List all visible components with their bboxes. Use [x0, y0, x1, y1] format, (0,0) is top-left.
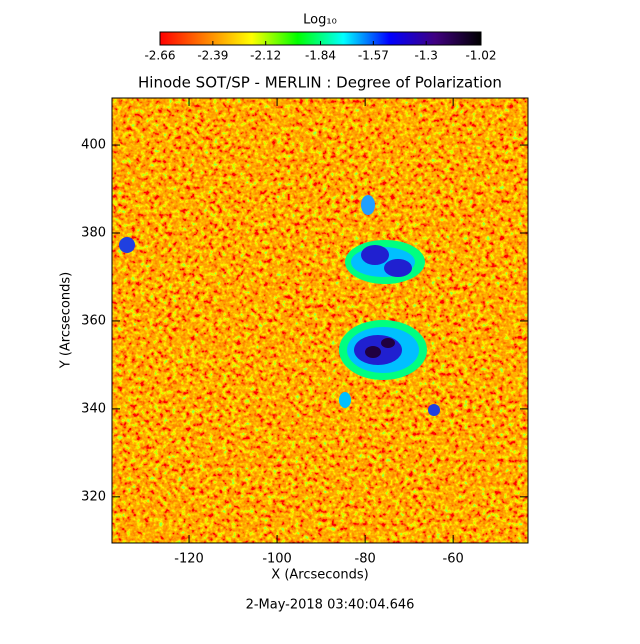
colorbar: -2.66 -2.39 -2.12 -1.84 -1.57 -1.3 -1.02	[144, 31, 497, 63]
y-tick-label: 320	[81, 489, 106, 504]
y-tick-label: 380	[81, 225, 106, 240]
colorbar-tick-label: -2.39	[197, 49, 228, 63]
colorbar-label: Log₁₀	[303, 13, 337, 28]
x-tick-label: -60	[443, 552, 464, 567]
y-tick-label: 400	[81, 138, 106, 153]
colorbar-tick-label: -2.12	[250, 49, 281, 63]
colorbar-tick-label: -1.57	[358, 49, 389, 63]
polarization-features	[119, 195, 440, 416]
y-tick-label: 340	[81, 401, 106, 416]
image-field	[112, 98, 528, 543]
colorbar-tick-label: -2.66	[144, 49, 175, 63]
texture	[112, 98, 528, 543]
y-tick-label: 360	[81, 313, 106, 328]
x-tick-label: -80	[355, 552, 376, 567]
x-axis-label: X (Arcseconds)	[271, 568, 368, 583]
x-tick-label: -120	[174, 552, 204, 567]
footer-timestamp: 2-May-2018 03:40:04.646	[246, 598, 415, 613]
colorbar-tick-label: -1.84	[305, 49, 336, 63]
y-axis-label: Y (Arcseconds)	[59, 272, 74, 369]
colorbar-tick-label: -1.02	[465, 49, 496, 63]
colorbar-tick-label: -1.3	[414, 49, 437, 63]
chart-title: Hinode SOT/SP - MERLIN : Degree of Polar…	[138, 74, 502, 92]
x-tick-label: -100	[262, 552, 292, 567]
